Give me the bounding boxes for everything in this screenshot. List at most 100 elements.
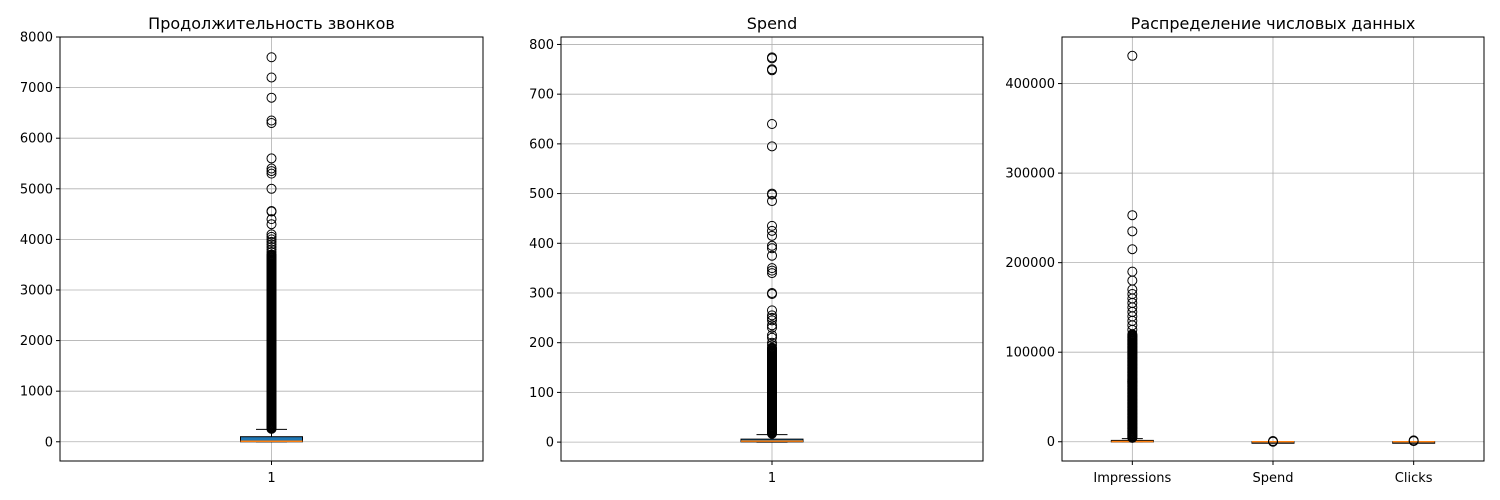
boxplot-spend (1251, 436, 1295, 447)
x-tick-label: Impressions (1093, 471, 1171, 486)
plot-frame (1061, 36, 1485, 462)
flier-point (1127, 266, 1138, 277)
boxplot-1 (740, 52, 804, 443)
y-tick-label: 0 (1047, 435, 1055, 450)
flier-point (767, 141, 777, 152)
boxplot-clicks (1392, 435, 1436, 447)
flier-point (266, 168, 277, 179)
x-tick-label: 1 (267, 471, 275, 486)
y-tick-label: 8000 (20, 31, 53, 46)
flier-point (266, 214, 277, 225)
flier-point (767, 315, 777, 326)
flier-point (767, 230, 777, 241)
flier-cluster (266, 249, 277, 434)
flier-point (266, 206, 277, 217)
chart-title: Spend (747, 14, 797, 33)
flier-point (767, 320, 777, 331)
y-tick-label: 200 (529, 336, 554, 351)
y-tick-label: 100 (529, 386, 554, 401)
flier-point (767, 52, 777, 63)
y-tick-label: 300000 (1005, 167, 1055, 182)
x-tick-label: 1 (768, 471, 776, 486)
y-tick-label: 2000 (20, 334, 53, 349)
flier-point (266, 183, 277, 194)
flier-cluster (1408, 435, 1419, 447)
flier-point (767, 330, 777, 341)
flier-point (266, 239, 277, 250)
flier-point (767, 118, 777, 129)
y-tick-label: 200000 (1005, 256, 1055, 271)
flier-point (767, 428, 777, 439)
flier-point (767, 240, 777, 251)
y-tick-label: 400000 (1005, 77, 1055, 92)
flier-point (767, 332, 777, 343)
y-tick-label: 300 (529, 286, 554, 301)
flier-cluster (1268, 436, 1278, 447)
y-tick-label: 600 (529, 137, 554, 152)
y-tick-label: 400 (529, 237, 554, 252)
y-tick-label: 100000 (1005, 346, 1055, 361)
flier-point (266, 234, 277, 245)
flier-point (767, 337, 777, 348)
boxplot-impressions (1110, 50, 1154, 443)
flier-point (767, 243, 777, 254)
flier-point (1408, 436, 1419, 447)
flier-point (266, 163, 277, 174)
flier-cluster (767, 342, 777, 439)
panel-call-duration: 0 1000 2000 3000 4000 5000 6000 7000 8000 1 Продол… (20, 14, 484, 486)
flier-point (266, 244, 277, 255)
x-tick-label: Spend (1253, 471, 1294, 486)
boxplot-1 (240, 52, 303, 443)
flier-point (1127, 50, 1138, 61)
flier-point (767, 310, 777, 321)
flier-point (1127, 432, 1138, 443)
flier-point (767, 340, 777, 351)
flier-point (266, 166, 277, 177)
flier-point (266, 72, 277, 83)
plot-frame (560, 36, 984, 462)
flier-point (1127, 210, 1138, 221)
y-tick-label: 4000 (20, 233, 53, 248)
plot-frame (59, 36, 484, 462)
y-tick-label: 6000 (20, 132, 53, 147)
flier-point (767, 265, 777, 276)
flier-point (266, 236, 277, 247)
flier-cluster (1127, 329, 1138, 443)
y-tick-label: 7000 (20, 81, 53, 96)
flier-point (767, 322, 777, 333)
flier-point (266, 231, 277, 242)
y-tick-label: 1000 (20, 385, 53, 400)
flier-point (266, 241, 277, 252)
flier-point (767, 64, 777, 75)
panel-spend: 0 100 200 300 400 500 600 700 800 1 Spend (529, 14, 984, 486)
flier-point (266, 153, 277, 164)
y-tick-label: 0 (45, 435, 53, 450)
flier-point (767, 263, 777, 274)
flier-point (767, 188, 777, 199)
y-tick-label: 5000 (20, 182, 53, 197)
y-tick-label: 700 (529, 88, 554, 103)
flier-point (266, 118, 277, 129)
flier-point (1127, 288, 1138, 299)
flier-point (266, 115, 277, 126)
flier-point (767, 268, 777, 279)
flier-point (266, 52, 277, 63)
flier-point (767, 287, 777, 298)
flier-point (266, 229, 277, 240)
y-tick-label: 3000 (20, 283, 53, 298)
flier-point (767, 312, 777, 323)
flier-point (767, 196, 777, 207)
flier-point (266, 92, 277, 103)
flier-point (1268, 436, 1278, 447)
flier-point (266, 247, 277, 258)
flier-point (1127, 244, 1138, 255)
flier-point (767, 250, 777, 261)
flier-point (767, 305, 777, 316)
y-tick-label: 800 (529, 38, 554, 53)
flier-point (266, 423, 277, 434)
y-tick-label: 500 (529, 187, 554, 202)
chart-title: Продолжительность звонков (148, 14, 395, 33)
x-tick-label: Clicks (1395, 471, 1433, 486)
flier-point (1127, 226, 1138, 237)
